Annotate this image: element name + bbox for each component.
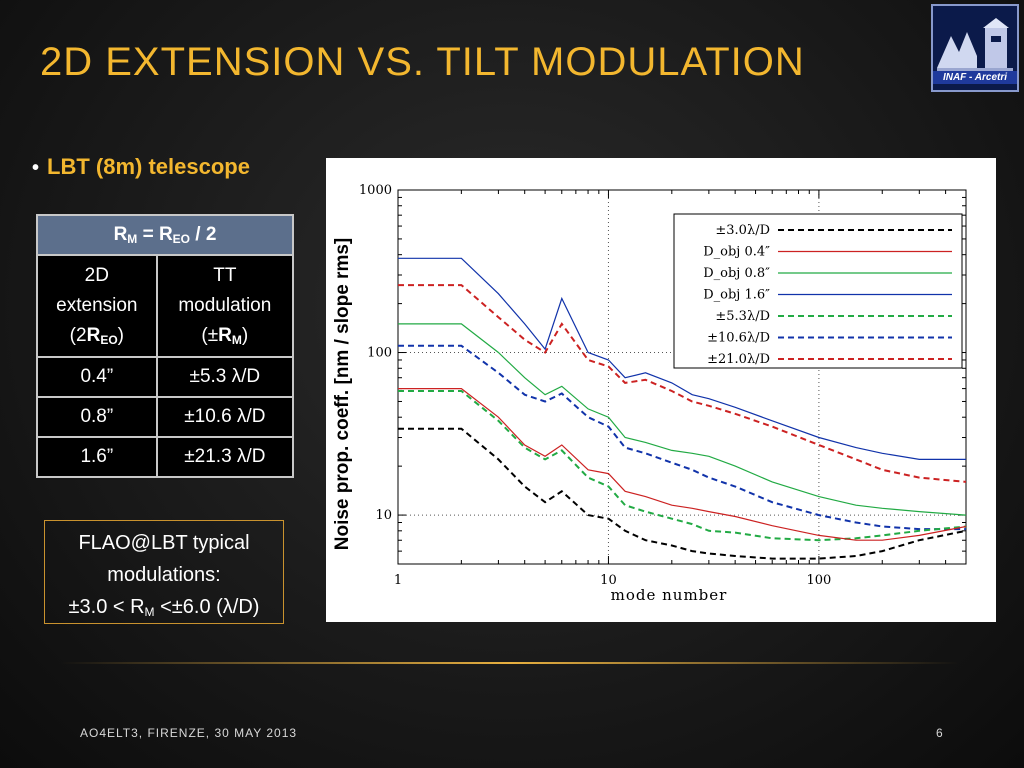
inaf-logo: INAF - Arcetri: [931, 4, 1019, 92]
x-tick-label: 1: [394, 573, 402, 588]
plot-area: 1 10 100 10 100 1000 ±3.0λ/D D_obj 0.4″ D_obj 0.…: [359, 183, 967, 588]
y-tick-label: 1000: [359, 183, 392, 198]
series-line: [398, 257, 966, 460]
legend-entry: ±10.6λ/D: [707, 331, 770, 346]
bullet-icon: •: [32, 157, 40, 179]
series-line: [398, 344, 966, 531]
flao-line2: modulations:: [107, 564, 221, 586]
series-line: [398, 427, 967, 560]
noise-chart-svg: 1 10 100 10 100 1000 ±3.0λ/D D_obj 0.4″ D_obj 0.…: [332, 183, 967, 604]
series-line: [398, 323, 967, 516]
legend-entry: D_obj 0.8″: [703, 266, 770, 281]
y-tick-label: 100: [367, 346, 392, 361]
y-axis-label: Noise prop. coeff. [nm / slope rms]: [332, 238, 353, 551]
bullet-text: LBT (8m) telescope: [47, 154, 250, 179]
logo-label: INAF - Arcetri: [933, 71, 1017, 84]
table-cell: ±21.3 λ/D: [155, 436, 295, 478]
x-axis-label: mode number: [611, 586, 728, 604]
column-header-extension: 2D extension (2REO): [36, 254, 158, 358]
legend-entry: D_obj 0.4″: [703, 245, 770, 260]
series-line: [398, 284, 967, 483]
plot-frame: [397, 189, 967, 565]
noise-chart: 1 10 100 10 100 1000 ±3.0λ/D D_obj 0.4″ D_obj 0.…: [326, 158, 996, 622]
flao-note-box: FLAO@LBT typical modulations: ±3.0 < RM …: [44, 520, 284, 624]
y-tick-label: 10: [375, 508, 392, 523]
x-tick-label: 10: [600, 573, 617, 588]
flao-line3: ±3.0 < RM <±6.0 (λ/D): [68, 596, 260, 619]
series-line: [398, 388, 967, 541]
series-line: [398, 390, 967, 542]
bullet-item: • LBT (8m) telescope: [32, 154, 250, 180]
legend-entry: ±21.0λ/D: [707, 352, 770, 367]
page-number: 6: [936, 726, 943, 740]
table-cell: 0.4”: [36, 356, 158, 398]
footer-text: AO4ELT3, FIRENZE, 30 MAY 2013: [80, 726, 298, 740]
modulation-table: RM = REO / 2 2D extension (2REO) TT modulat…: [36, 214, 295, 478]
legend-entry: D_obj 1.6″: [703, 288, 770, 303]
legend-box: [673, 213, 963, 369]
flao-line1: FLAO@LBT typical: [78, 532, 250, 554]
table-header: RM = REO / 2: [36, 214, 294, 256]
footer-divider: [60, 662, 960, 664]
x-tick-label: 100: [806, 573, 831, 588]
table-cell: ±5.3 λ/D: [155, 356, 295, 398]
legend-entry: ±3.0λ/D: [715, 223, 770, 238]
table-cell: ±10.6 λ/D: [155, 396, 295, 438]
slide-title: 2D EXTENSION VS. TILT MODULATION: [40, 40, 805, 84]
table-cell: 1.6”: [36, 436, 158, 478]
table-cell: 0.8”: [36, 396, 158, 438]
column-header-modulation: TT modulation (±RM): [155, 254, 295, 358]
legend-entry: ±5.3λ/D: [715, 309, 770, 324]
